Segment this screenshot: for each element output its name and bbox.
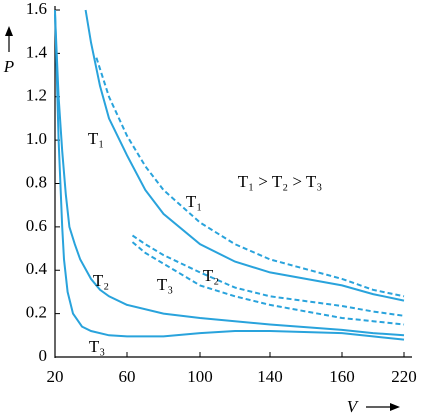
x-tick-label: 20 bbox=[47, 367, 64, 386]
x-tick-label: 220 bbox=[391, 367, 417, 386]
y-tick-label: 1.2 bbox=[26, 86, 47, 105]
isotherm-line bbox=[54, 14, 405, 337]
x-axis-label: V bbox=[347, 397, 360, 416]
isotherm-line bbox=[54, 9, 405, 341]
series-label: T₁ bbox=[88, 129, 104, 148]
y-tick-label: 1.6 bbox=[26, 0, 47, 18]
annotation: T₁ > T₂ > T₃ bbox=[238, 172, 323, 191]
isotherm-line bbox=[131, 234, 405, 317]
series-label: T₃ bbox=[157, 275, 173, 294]
x-tick-label: 140 bbox=[257, 367, 283, 386]
x-tick-label: 100 bbox=[187, 367, 213, 386]
series-label: T₂ bbox=[93, 271, 109, 290]
series-label: T₃ bbox=[89, 337, 105, 356]
y-tick-label: 0 bbox=[39, 346, 48, 365]
x-tick-label: 60 bbox=[119, 367, 136, 386]
y-axis-arrow-head bbox=[5, 26, 13, 36]
x-axis-arrow-head bbox=[390, 403, 400, 411]
x-tick-label: 160 bbox=[329, 367, 355, 386]
isotherm-line bbox=[84, 9, 405, 302]
y-tick-label: 1.0 bbox=[26, 129, 47, 148]
series-label: T₁ bbox=[186, 192, 202, 211]
y-axis-label: P bbox=[3, 57, 14, 76]
series-label: T₂ bbox=[203, 266, 219, 285]
y-tick-label: 0.2 bbox=[26, 303, 47, 322]
y-tick-label: 0.8 bbox=[26, 172, 47, 191]
isotherm-line bbox=[95, 57, 405, 298]
y-tick-label: 0.4 bbox=[26, 259, 48, 278]
isotherm-line bbox=[131, 241, 405, 326]
y-tick-label: 1.4 bbox=[26, 42, 48, 61]
y-tick-label: 0.6 bbox=[26, 216, 47, 235]
